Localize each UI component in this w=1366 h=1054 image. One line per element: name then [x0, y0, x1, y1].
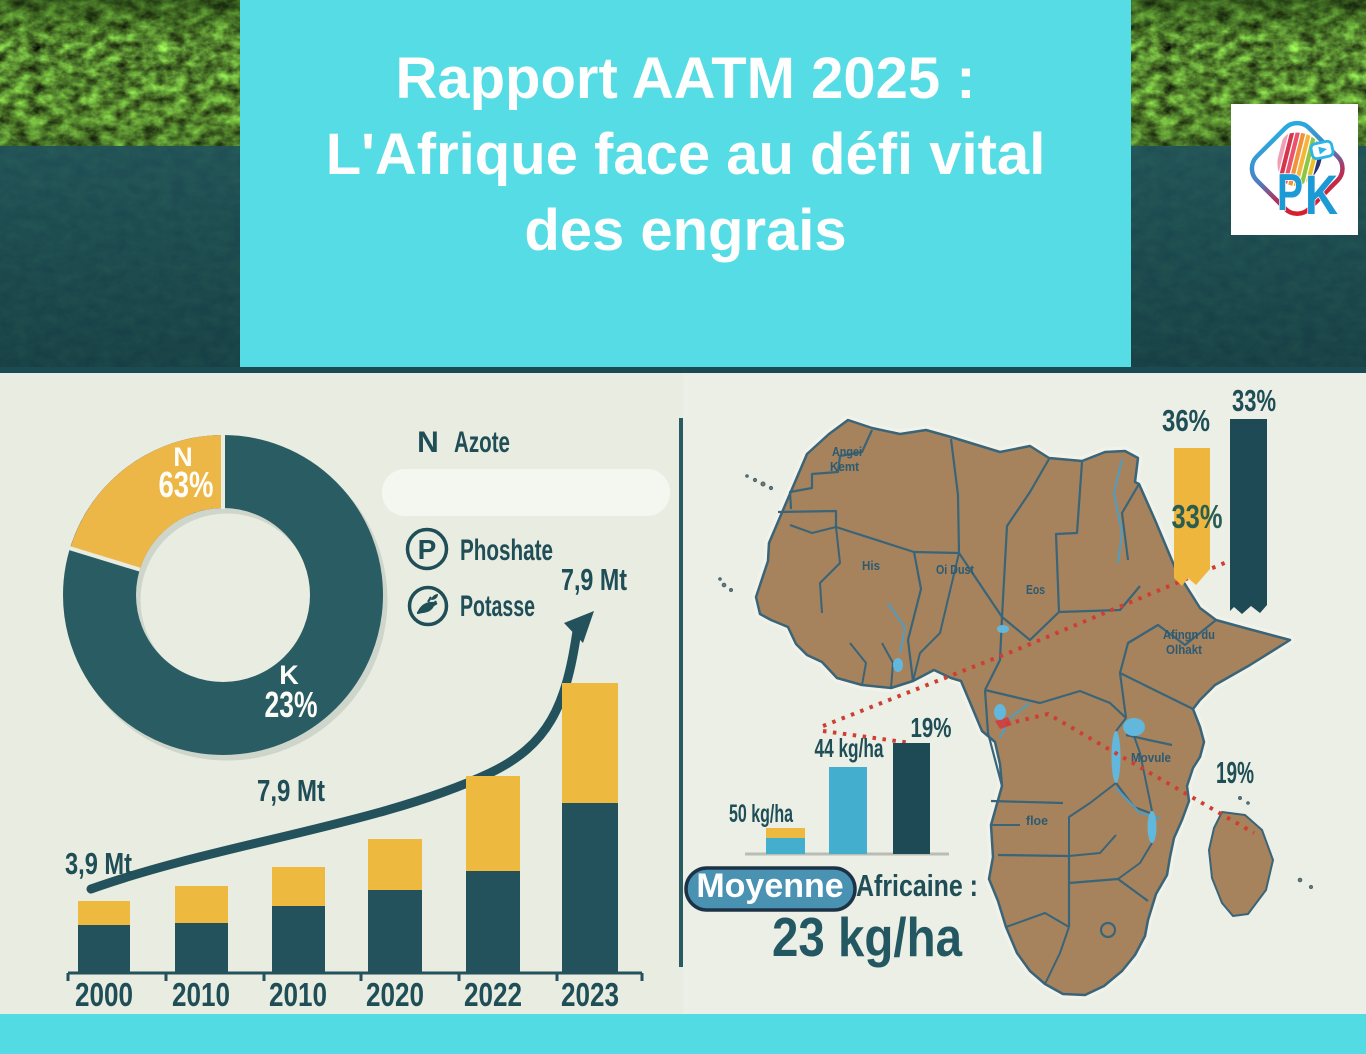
svg-text:Kemt: Kemt: [830, 459, 860, 474]
svg-text:36%: 36%: [1162, 403, 1210, 438]
svg-text:23 kg/ha: 23 kg/ha: [772, 906, 962, 968]
svg-text:2010: 2010: [172, 976, 230, 1013]
svg-text:Potasse: Potasse: [460, 590, 535, 623]
svg-text:floe: floe: [1026, 813, 1048, 828]
svg-text:2020: 2020: [366, 976, 424, 1013]
svg-text:50 kg/ha: 50 kg/ha: [729, 800, 794, 828]
svg-text:2022: 2022: [464, 976, 522, 1013]
svg-text:P: P: [1277, 164, 1303, 222]
svg-text:33%: 33%: [1172, 498, 1223, 535]
svg-text:7,9 Mt: 7,9 Mt: [257, 773, 325, 808]
svg-text:Movule: Movule: [1131, 750, 1171, 765]
svg-text:Eos: Eos: [1026, 582, 1045, 597]
svg-text:2023: 2023: [561, 976, 619, 1013]
svg-text:P: P: [418, 534, 437, 565]
svg-text:23%: 23%: [265, 684, 318, 725]
svg-text:Moyenne: Moyenne: [696, 867, 843, 905]
svg-text:Phoshate: Phoshate: [460, 534, 553, 567]
svg-text:N: N: [173, 442, 193, 472]
svg-text:K: K: [1305, 163, 1338, 226]
svg-text:63%: 63%: [159, 464, 214, 505]
svg-text:19%: 19%: [1216, 755, 1254, 790]
svg-text:7,9 Mt: 7,9 Mt: [561, 562, 627, 597]
svg-text:2000: 2000: [75, 976, 133, 1013]
svg-text:2010: 2010: [269, 976, 327, 1013]
svg-text:44 kg/ha: 44 kg/ha: [815, 733, 884, 763]
svg-text:Olhakt: Olhakt: [1166, 642, 1203, 657]
svg-text:Afingn du: Afingn du: [1163, 627, 1215, 642]
svg-text:His: His: [862, 558, 880, 573]
svg-text:Azote: Azote: [454, 426, 510, 459]
svg-text:33%: 33%: [1232, 383, 1276, 418]
svg-text:Angei: Angei: [832, 444, 862, 459]
svg-text:N: N: [417, 426, 439, 459]
svg-text:3,9 Mt: 3,9 Mt: [65, 846, 132, 881]
svg-text:19%: 19%: [911, 712, 952, 743]
svg-text:Africaine :: Africaine :: [856, 868, 978, 903]
svg-text:Oi Dust: Oi Dust: [936, 562, 975, 577]
svg-text:K: K: [279, 660, 299, 690]
